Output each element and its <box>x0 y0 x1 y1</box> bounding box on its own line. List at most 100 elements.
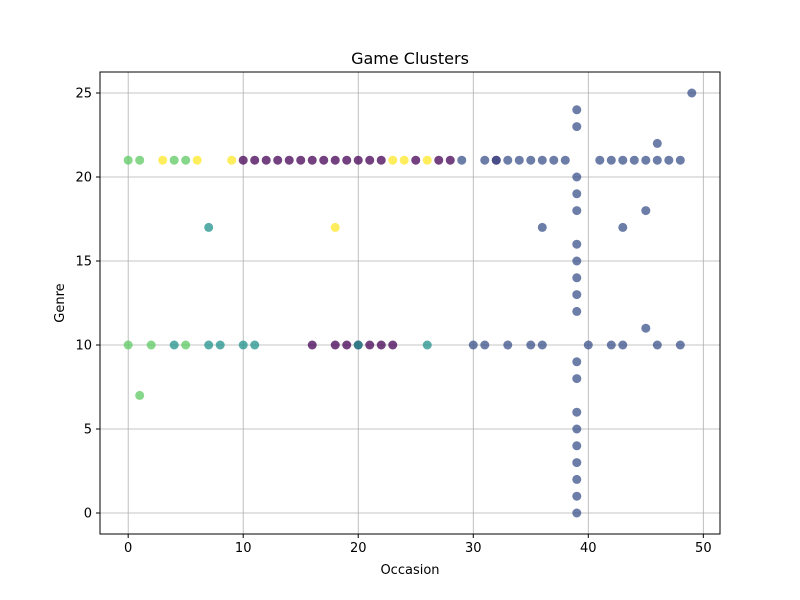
data-point <box>238 340 248 350</box>
data-point <box>572 441 582 451</box>
data-point <box>572 273 582 283</box>
data-point <box>652 155 662 165</box>
data-point <box>572 290 582 300</box>
data-point <box>169 340 179 350</box>
y-tick-label: 25 <box>75 87 92 102</box>
data-point <box>342 155 352 165</box>
data-point <box>365 340 375 350</box>
data-point <box>606 155 616 165</box>
x-axis-ticks: 0 10 20 30 40 50 <box>124 534 712 556</box>
data-point <box>135 390 145 400</box>
data-point <box>572 508 582 518</box>
data-point <box>572 189 582 199</box>
data-point <box>434 155 444 165</box>
x-tick-label: 20 <box>350 541 367 556</box>
x-tick-label: 50 <box>695 541 712 556</box>
data-points <box>123 88 697 518</box>
data-point <box>618 340 628 350</box>
data-point <box>664 155 674 165</box>
data-point <box>365 155 375 165</box>
data-point <box>307 155 317 165</box>
data-point <box>422 155 432 165</box>
data-point <box>583 340 593 350</box>
data-point <box>388 155 398 165</box>
data-point <box>491 155 501 165</box>
y-tick-label: 15 <box>75 255 92 270</box>
data-point <box>560 155 570 165</box>
data-point <box>192 155 202 165</box>
data-point <box>146 340 156 350</box>
y-tick-label: 5 <box>84 423 92 438</box>
data-point <box>330 222 340 232</box>
data-point <box>319 155 329 165</box>
data-point <box>480 155 490 165</box>
data-point <box>514 155 524 165</box>
data-point <box>572 458 582 468</box>
data-point <box>618 155 628 165</box>
data-point <box>250 340 260 350</box>
data-point <box>549 155 559 165</box>
plot-frame <box>99 71 721 535</box>
data-point <box>388 340 398 350</box>
data-point <box>526 340 536 350</box>
data-point <box>526 155 536 165</box>
data-point <box>123 155 133 165</box>
data-point <box>503 340 513 350</box>
data-point <box>652 138 662 148</box>
data-point <box>675 155 685 165</box>
data-point <box>687 88 697 98</box>
data-point <box>227 155 237 165</box>
data-point <box>330 340 340 350</box>
data-point <box>273 155 283 165</box>
data-point <box>330 155 340 165</box>
y-tick-label: 0 <box>84 507 92 522</box>
data-point <box>376 155 386 165</box>
data-point <box>181 340 191 350</box>
data-point <box>572 256 582 266</box>
x-axis-label: Occasion <box>380 563 439 578</box>
data-point <box>629 155 639 165</box>
data-point <box>457 155 467 165</box>
data-point <box>572 424 582 434</box>
data-point <box>468 340 478 350</box>
x-tick-label: 0 <box>124 541 132 556</box>
x-tick-label: 10 <box>235 541 252 556</box>
y-tick-label: 10 <box>75 339 92 354</box>
data-point <box>572 357 582 367</box>
data-point <box>353 340 363 350</box>
data-point <box>572 239 582 249</box>
data-point <box>652 340 662 350</box>
data-point <box>353 155 363 165</box>
data-point <box>204 222 214 232</box>
data-point <box>399 155 409 165</box>
x-tick-label: 30 <box>465 541 482 556</box>
gridlines <box>100 72 720 534</box>
data-point <box>572 491 582 501</box>
y-axis-label: Genre <box>53 283 68 322</box>
data-point <box>307 340 317 350</box>
data-point <box>296 155 306 165</box>
data-point <box>572 105 582 115</box>
y-axis-ticks: 0 5 10 15 20 25 <box>75 87 100 522</box>
data-point <box>480 340 490 350</box>
data-point <box>215 340 225 350</box>
data-point <box>537 155 547 165</box>
data-point <box>618 222 628 232</box>
data-point <box>537 222 547 232</box>
chart-title: Game Clusters <box>351 49 469 68</box>
data-point <box>411 155 421 165</box>
data-point <box>606 340 616 350</box>
data-point <box>250 155 260 165</box>
data-point <box>572 407 582 417</box>
data-point <box>135 155 145 165</box>
data-point <box>181 155 191 165</box>
data-point <box>572 374 582 384</box>
data-point <box>572 474 582 484</box>
data-point <box>572 172 582 182</box>
data-point <box>572 206 582 216</box>
data-point <box>572 306 582 316</box>
data-point <box>204 340 214 350</box>
data-point <box>158 155 168 165</box>
